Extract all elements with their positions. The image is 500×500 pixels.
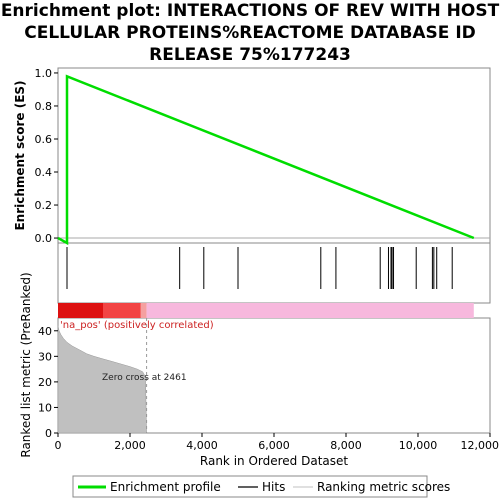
hits-panel-frame xyxy=(57,242,491,304)
legend-label: Enrichment profile xyxy=(110,480,221,494)
metric-ytick-label: 10 xyxy=(38,401,52,414)
colorbar-label: 'na_pos' (positively correlated) xyxy=(60,320,214,331)
es-ytick-label: 1.0 xyxy=(35,67,53,80)
colorbar-segment xyxy=(103,303,141,318)
xtick-label: 8,000 xyxy=(330,439,362,452)
title-line-1: Enrichment plot: INTERACTIONS OF REV WIT… xyxy=(0,1,500,21)
ranking-metric-area xyxy=(57,325,147,434)
xtick-label: 4,000 xyxy=(186,439,218,452)
es-ytick-label: 0.8 xyxy=(35,100,53,113)
legend-label: Hits xyxy=(262,480,285,494)
es-ytick-label: 0.0 xyxy=(35,232,53,245)
es-panel-frame xyxy=(57,67,491,244)
chart-title: Enrichment plot: INTERACTIONS OF REV WIT… xyxy=(0,0,500,66)
colorbar-segment xyxy=(58,303,103,318)
colorbar-segment xyxy=(140,303,147,318)
xtick-label: 6,000 xyxy=(258,439,290,452)
es-ylabel: Enrichment score (ES) xyxy=(13,80,27,230)
metric-ytick-label: 20 xyxy=(38,376,52,389)
metric-ytick-label: 40 xyxy=(38,325,52,338)
xtick-label: 0 xyxy=(55,439,62,452)
title-line-3: RELEASE 75%177243 xyxy=(149,45,351,65)
metric-ytick-label: 0 xyxy=(45,427,52,440)
xlabel: Rank in Ordered Dataset xyxy=(200,454,348,468)
metric-ytick-label: 30 xyxy=(38,350,52,363)
enrichment-profile-line xyxy=(57,74,475,246)
zero-cross-label: Zero cross at 2461 xyxy=(102,373,187,383)
xtick-label: 12,000 xyxy=(461,439,500,452)
legend-label: Ranking metric scores xyxy=(317,480,450,494)
title-line-2: CELLULAR PROTEINS%REACTOME DATABASE ID xyxy=(24,23,476,43)
xtick-label: 2,000 xyxy=(114,439,146,452)
xtick-label: 10,000 xyxy=(399,439,438,452)
es-ytick-label: 0.6 xyxy=(35,133,53,146)
es-ytick-label: 0.2 xyxy=(35,199,53,212)
colorbar-segment xyxy=(146,303,474,318)
es-ytick-label: 0.4 xyxy=(35,166,53,179)
metric-ylabel: Ranked list metric (PreRanked) xyxy=(19,272,33,457)
